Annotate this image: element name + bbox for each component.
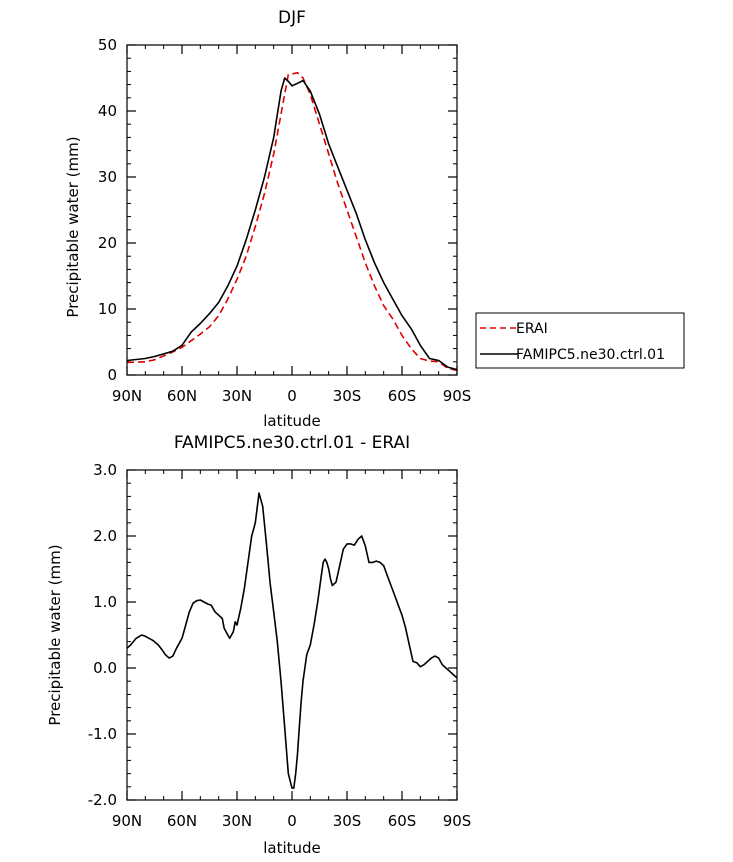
x-tick-label: 90N [112,812,142,830]
axes: -2.0 -1.0 0.0 1.0 2.0 3.0 90N 60N 30N 0 30S 60S 90S [88,461,472,830]
y-tick-label: 20 [98,234,117,252]
chart-bottom: FAMIPC5.ne30.ctrl.01 - ERAI Precipitable… [46,433,471,857]
y-tick-label: 0 [107,366,117,384]
y-tick-label: 2.0 [93,527,117,545]
y-tick-label: 1.0 [93,593,117,611]
x-tick-label: 90S [443,812,472,830]
x-tick-label: 30N [222,812,252,830]
y-tick-label: -1.0 [88,725,117,743]
y-tick-label: 50 [98,36,117,54]
chart-title: DJF [278,8,306,28]
x-tick-label: 60N [167,812,197,830]
y-tick-label: 30 [98,168,117,186]
y-tick-label: 40 [98,102,117,120]
y-tick-label: 3.0 [93,461,117,479]
series-group [126,71,458,372]
legend: ERAI FAMIPC5.ne30.ctrl.01 [475,312,685,369]
x-tick-label: 60N [167,387,197,405]
legend-entry-famipc5: FAMIPC5.ne30.ctrl.01 [516,347,665,363]
y-tick-label: 10 [98,300,117,318]
series-line-difference [126,492,458,789]
x-tick-label: 90S [443,387,472,405]
chart-top: DJF Precipitable water (mm) latitude 0 10… [64,8,685,430]
y-tick-label: -2.0 [88,791,117,809]
x-tick-label: 30S [333,387,362,405]
y-axis-label: Precipitable water (mm) [46,544,64,725]
series-line-famipc5-ne30-ctrl-01 [126,77,458,371]
series-group [126,492,458,789]
x-tick-label: 30S [333,812,362,830]
legend-box [475,312,685,369]
y-axis-label: Precipitable water (mm) [64,136,82,317]
chart-title: FAMIPC5.ne30.ctrl.01 - ERAI [174,433,410,453]
x-tick-label: 0 [287,387,297,405]
y-tick-label: 0.0 [93,659,117,677]
plot-frame [126,44,458,376]
series-line-erai [126,71,458,372]
legend-entry-erai: ERAI [516,321,548,337]
plot-frame [126,469,458,801]
x-tick-label: 90N [112,387,142,405]
axes: 0 10 20 30 40 50 90N 60N 30N 0 30S 60S 90S [98,36,471,405]
x-tick-label: 30N [222,387,252,405]
x-axis-label: latitude [263,412,321,430]
x-tick-label: 60S [388,812,417,830]
x-tick-label: 0 [287,812,297,830]
x-tick-label: 60S [388,387,417,405]
x-axis-label: latitude [263,839,321,857]
